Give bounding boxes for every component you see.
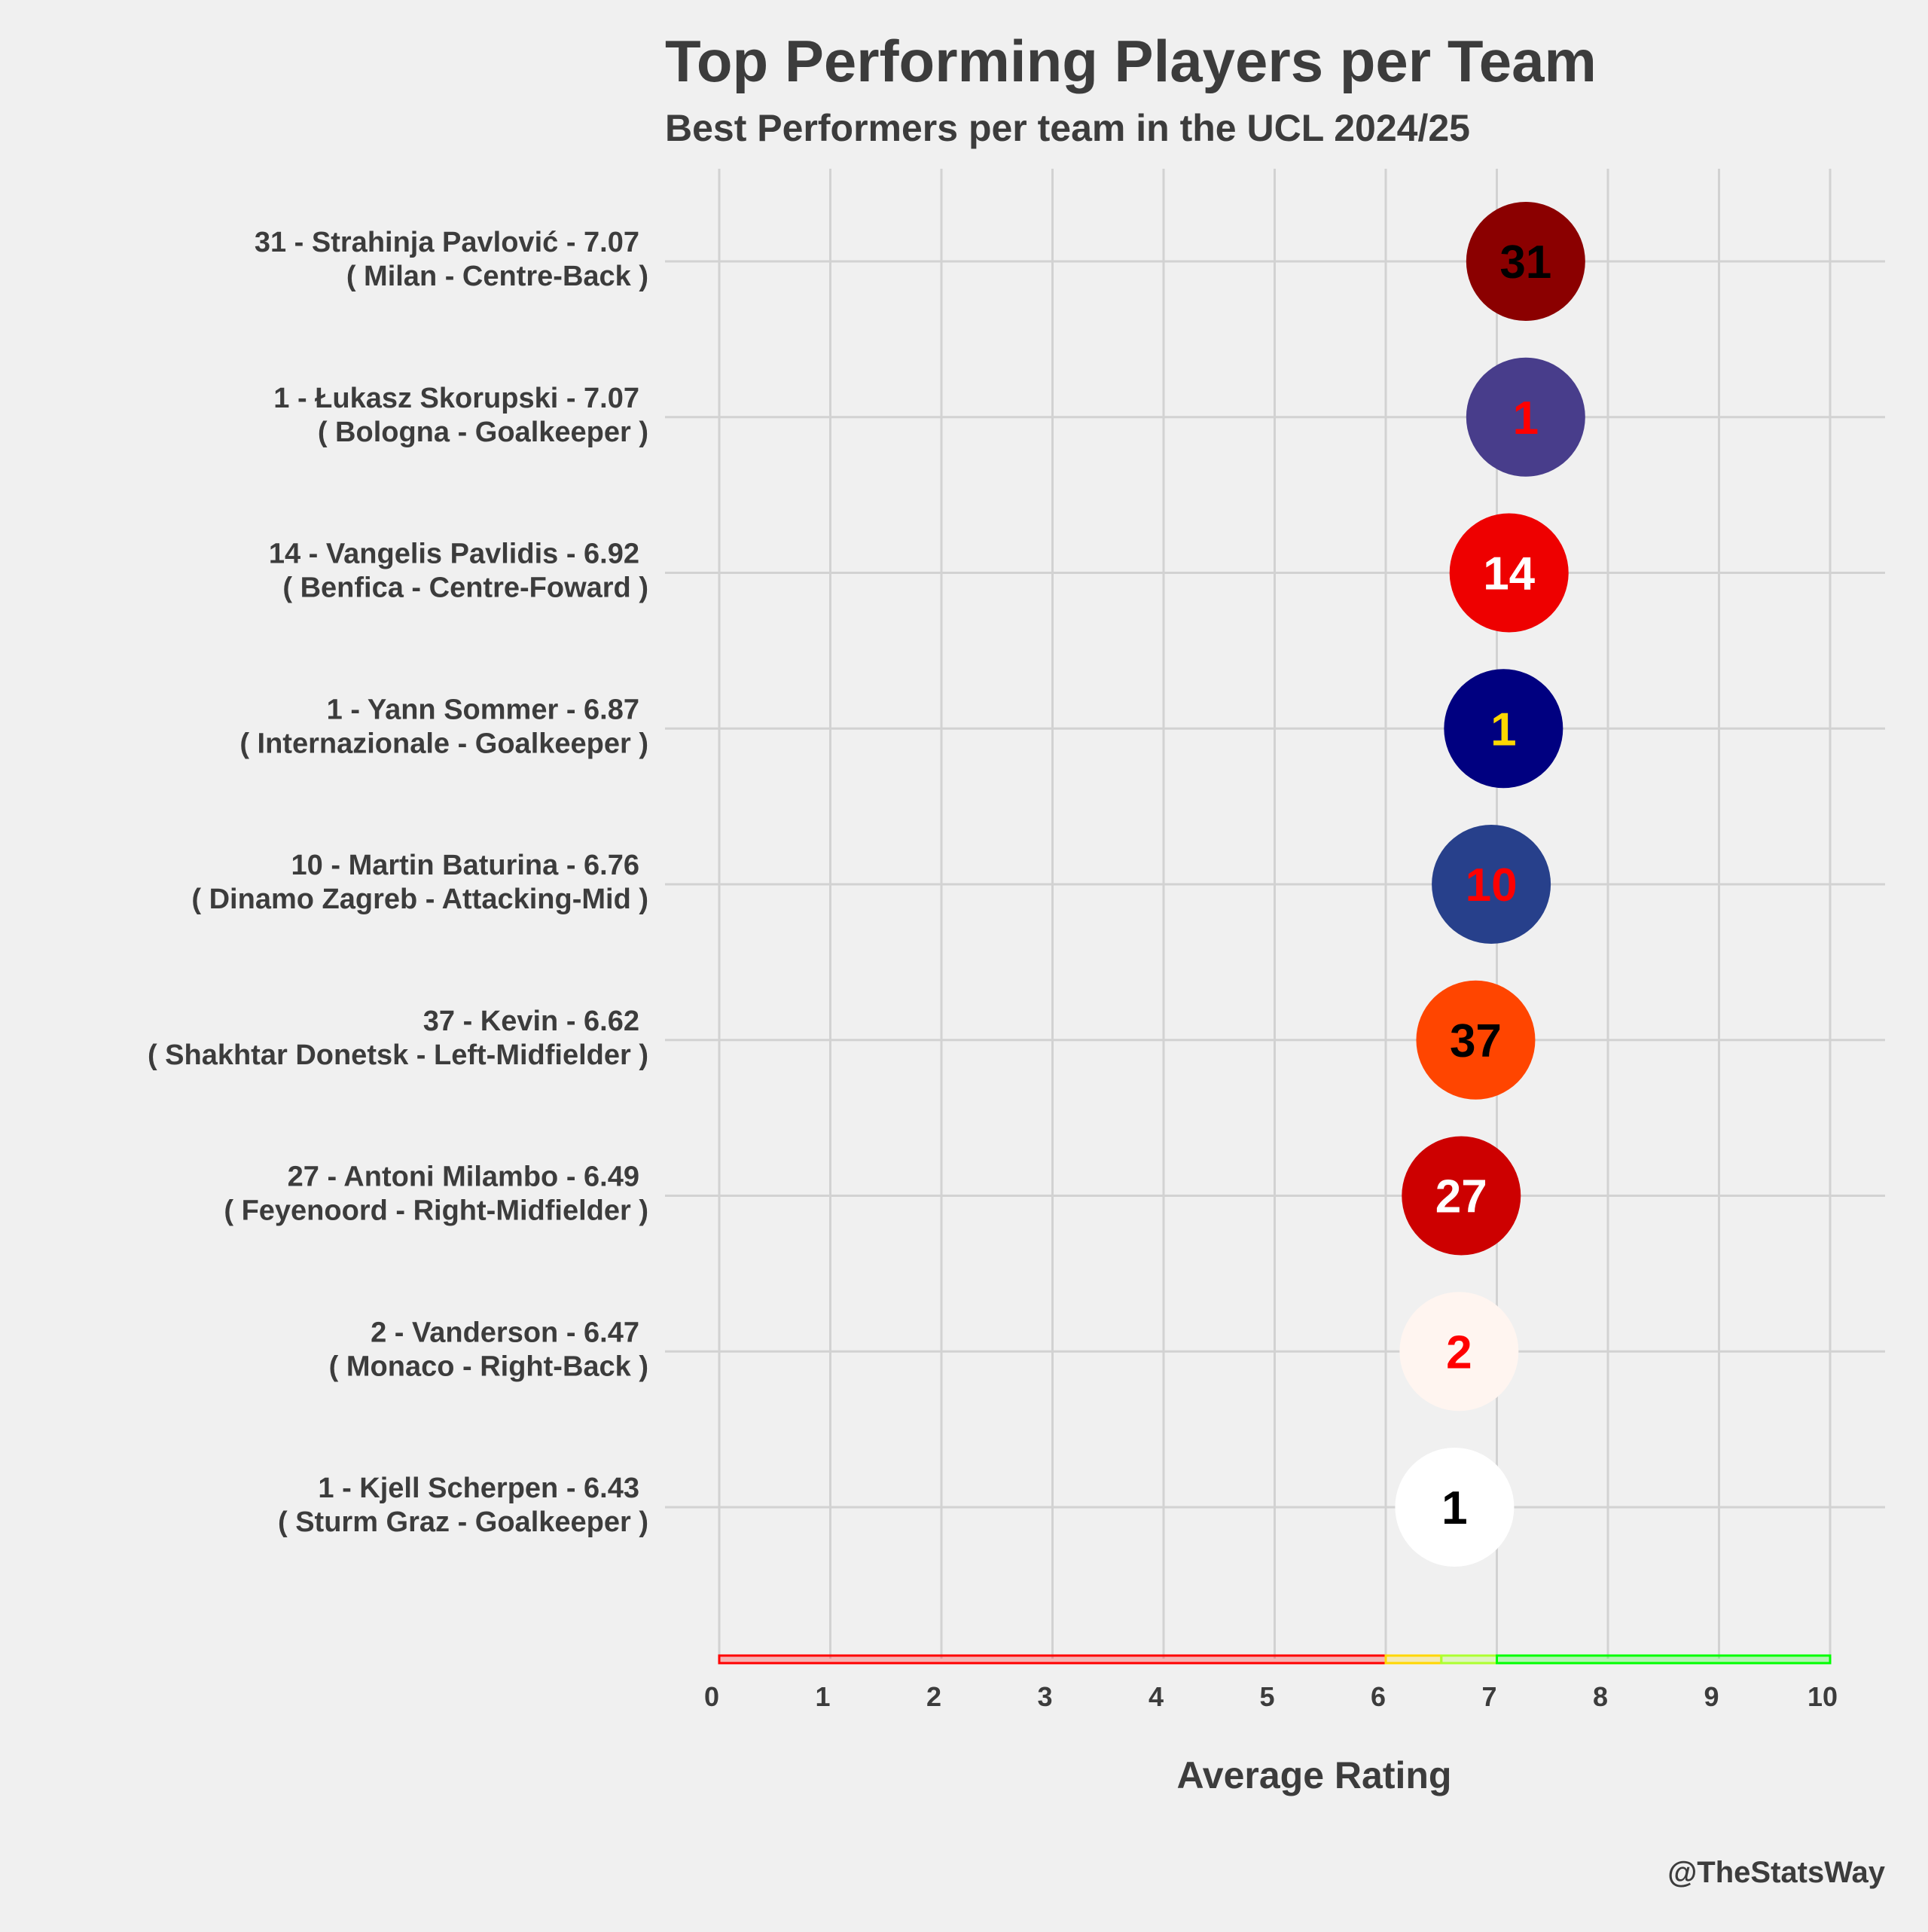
- player-point: [1416, 980, 1536, 1100]
- player-number-label: 14: [1483, 548, 1535, 600]
- chart-subtitle: Best Performers per team in the UCL 2024…: [665, 107, 1470, 149]
- chart-caption: @TheStatsWay: [1667, 1856, 1885, 1889]
- x-tick-label: 4: [1149, 1681, 1164, 1712]
- y-axis-labels: 31 - Strahinja Pavlović - 7.07( Milan - …: [148, 227, 648, 1538]
- player-label-name: 27 - Antoni Milambo - 6.49: [288, 1161, 639, 1193]
- x-tick-label: 9: [1704, 1681, 1719, 1712]
- rating-band: [1496, 1654, 1832, 1665]
- player-label-name: 37 - Kevin - 6.62: [423, 1006, 639, 1037]
- x-tick-label: 2: [926, 1681, 941, 1712]
- x-axis-label: Average Rating: [1177, 1754, 1452, 1796]
- player-label-name: 1 - Yann Sommer - 6.87: [327, 694, 639, 725]
- player-point: [1449, 513, 1569, 633]
- player-number-label: 31: [1499, 237, 1551, 288]
- player-label-team: ( Dinamo Zagreb - Attacking-Mid ): [191, 884, 648, 915]
- player-points: 31 1 14 1 10 37 27 2 1: [1395, 202, 1585, 1567]
- player-label-team: ( Sturm Graz - Goalkeeper ): [278, 1506, 648, 1538]
- x-tick-label: 0: [704, 1681, 719, 1712]
- player-number-label: 2: [1446, 1326, 1472, 1378]
- player-label-name: 2 - Vanderson - 6.47: [371, 1317, 639, 1348]
- x-tick-label: 6: [1371, 1681, 1386, 1712]
- player-label-team: ( Feyenoord - Right-Midfielder ): [224, 1195, 648, 1227]
- player-number-label: 1: [1441, 1482, 1467, 1534]
- player-number-label: 37: [1450, 1015, 1502, 1067]
- player-number-label: 1: [1490, 704, 1516, 755]
- player-point: [1399, 1292, 1519, 1412]
- player-point: [1444, 669, 1563, 789]
- player-label-name: 14 - Vangelis Pavlidis - 6.92: [269, 539, 639, 570]
- player-point: [1395, 1448, 1515, 1567]
- player-number-label: 1: [1513, 392, 1539, 444]
- rating-band: [718, 1654, 1387, 1665]
- rating-band: [1440, 1654, 1498, 1665]
- player-point: [1432, 825, 1551, 944]
- player-point: [1466, 357, 1585, 477]
- player-label-team: ( Milan - Centre-Back ): [346, 261, 648, 292]
- player-point: [1402, 1136, 1521, 1256]
- player-label-team: ( Shakhtar Donetsk - Left-Midfielder ): [148, 1039, 648, 1071]
- player-label-name: 1 - Łukasz Skorupski - 7.07: [273, 383, 639, 414]
- player-number-label: 27: [1435, 1171, 1487, 1223]
- player-label-name: 10 - Martin Baturina - 6.76: [291, 850, 639, 881]
- rating-band: [1384, 1654, 1443, 1665]
- x-tick-label: 7: [1481, 1681, 1496, 1712]
- player-label-name: 1 - Kjell Scherpen - 6.43: [318, 1473, 639, 1504]
- x-tick-label: 8: [1593, 1681, 1608, 1712]
- player-label-team: ( Benfica - Centre-Foward ): [282, 572, 648, 604]
- player-number-label: 10: [1466, 859, 1518, 911]
- player-label-name: 31 - Strahinja Pavlović - 7.07: [255, 227, 639, 258]
- player-point: [1466, 202, 1585, 321]
- player-label-team: ( Monaco - Right-Back ): [329, 1351, 648, 1382]
- x-tick-labels: 0 1 2 3 4 5 6 7 8 9 10: [704, 1681, 1838, 1712]
- x-tick-label: 3: [1037, 1681, 1052, 1712]
- x-tick-label: 1: [815, 1681, 830, 1712]
- player-label-team: ( Bologna - Goalkeeper ): [318, 417, 648, 448]
- x-tick-label: 10: [1808, 1681, 1838, 1712]
- grid-layer: [665, 169, 1885, 1659]
- rating-band-layer: [718, 1654, 1832, 1665]
- chart-title: Top Performing Players per Team: [665, 28, 1597, 94]
- player-label-team: ( Internazionale - Goalkeeper ): [239, 728, 648, 759]
- x-tick-label: 5: [1259, 1681, 1274, 1712]
